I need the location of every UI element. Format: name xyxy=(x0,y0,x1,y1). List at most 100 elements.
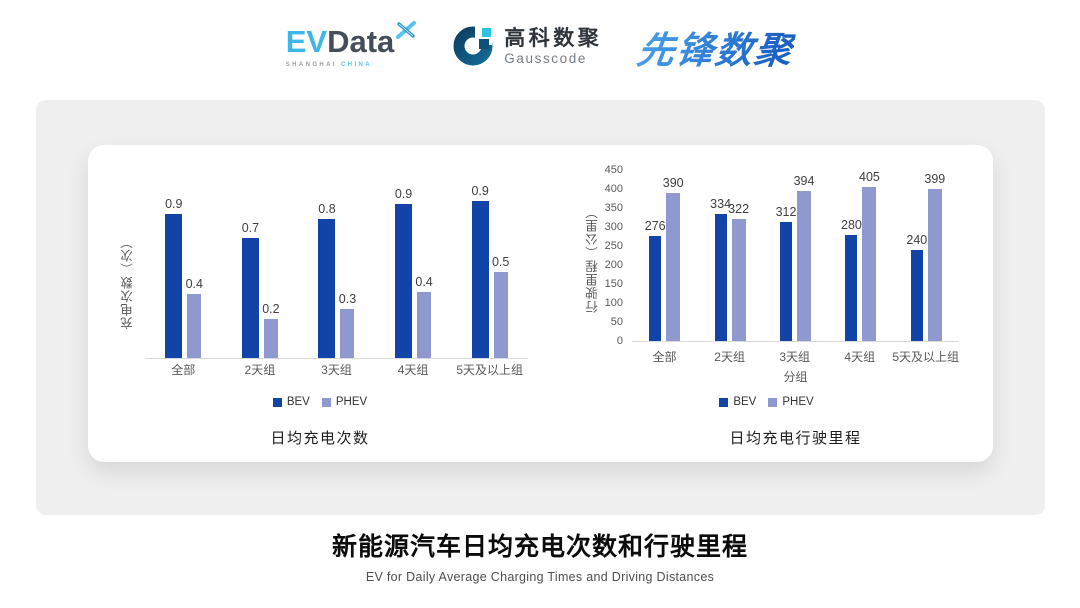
y-axis-tick: 350 xyxy=(604,201,623,214)
category-label: 3天组 xyxy=(321,363,352,377)
category-label: 4天组 xyxy=(397,363,429,377)
plot-area: 0.9 0.4 0.7 0.2 0.8 0.3 0.9 0.4 0.9 0.5 xyxy=(145,183,528,359)
bar-group: 0.9 0.4 xyxy=(375,187,452,358)
bar-fill xyxy=(845,235,858,341)
bar-bev: 240 xyxy=(906,233,927,341)
bar-value-label: 394 xyxy=(793,174,815,188)
bar-fill xyxy=(780,222,793,341)
category-label: 2天组 xyxy=(244,363,276,377)
bar-phev: 0.2 xyxy=(262,302,280,358)
legend-swatch-phev xyxy=(768,397,778,407)
gausscode-logo: 高科数聚 Gausscode xyxy=(453,24,602,71)
header-logos: EV Data SHANGHAI CHINA xyxy=(0,20,1080,74)
chart-title: 日均充电次数 xyxy=(270,430,370,447)
bar-group: 276 390 xyxy=(632,176,697,341)
bar-fill xyxy=(714,214,727,341)
evdata-subtitle: SHANGHAI CHINA xyxy=(286,62,418,68)
x-axis-title: 分组 xyxy=(783,370,808,384)
bar-bev: 0.9 xyxy=(395,187,413,358)
bar-phev: 0.4 xyxy=(186,277,203,358)
legend-label-phev: PHEV xyxy=(782,396,814,408)
bar-group: 334 322 xyxy=(697,197,762,341)
bar-value-label: 276 xyxy=(644,219,666,233)
evdata-shanghai-text: SHANGHAI xyxy=(285,62,337,68)
bar-group: 0.7 0.2 xyxy=(222,221,299,358)
bar-bev: 0.9 xyxy=(165,197,183,358)
category-label: 5天及以上组 xyxy=(892,350,959,364)
bar-value-label: 0.4 xyxy=(415,275,433,289)
evdata-china-text: CHINA xyxy=(341,62,372,68)
category-label: 4天组 xyxy=(844,350,876,364)
category-label: 全部 xyxy=(652,350,677,364)
y-axis-tick: 450 xyxy=(604,163,623,176)
bar-value-label: 0.9 xyxy=(471,184,489,198)
y-axis-tick: 100 xyxy=(604,296,623,309)
bar-fill xyxy=(862,187,877,341)
legend-swatch-phev xyxy=(321,397,331,407)
y-axis-tick-labels: 0 50 100 150 200 250 300 350 400 450 xyxy=(590,164,623,347)
evdata-logo: EV Data SHANGHAI CHINA xyxy=(285,21,418,68)
bar-value-label: 390 xyxy=(662,176,684,190)
page-footer: 新能源汽车日均充电次数和行驶里程 EV for Daily Average Ch… xyxy=(0,527,1080,584)
y-axis-tick: 150 xyxy=(604,277,623,290)
bar-value-label: 0.9 xyxy=(165,197,183,211)
bar-fill xyxy=(666,193,681,341)
bar-fill xyxy=(797,191,812,341)
bar-group: 0.8 0.3 xyxy=(298,202,375,358)
y-axis-tick: 50 xyxy=(610,315,623,328)
legend-item-bev: BEV xyxy=(719,396,756,408)
bar-value-label: 399 xyxy=(924,172,946,186)
bar-value-label: 0.4 xyxy=(185,277,203,291)
bar-fill xyxy=(395,204,413,358)
y-axis-tick: 300 xyxy=(604,220,623,233)
y-axis-title: 充电次数（次） xyxy=(121,235,135,330)
chart-daily-charging-times: 充电次数（次） 0.9 0.4 0.7 0.2 0.8 0.3 0.9 0.4 0.9 0.5 全… xyxy=(100,145,540,462)
bar-phev: 322 xyxy=(728,202,749,341)
legend-item-phev: PHEV xyxy=(321,396,367,408)
gausscode-english-name: Gausscode xyxy=(504,51,587,67)
legend-label-bev: BEV xyxy=(733,396,757,408)
bar-fill xyxy=(910,250,923,341)
bar-group: 0.9 0.4 xyxy=(145,197,222,358)
category-label: 5天及以上组 xyxy=(456,363,524,377)
bar-value-label: 0.9 xyxy=(394,187,413,201)
bar-fill xyxy=(263,319,278,358)
bar-bev: 0.9 xyxy=(471,184,489,358)
bar-value-label: 405 xyxy=(858,170,880,184)
legend-label-bev: BEV xyxy=(286,396,310,408)
bar-fill xyxy=(417,292,432,358)
legend: BEV PHEV xyxy=(540,396,993,408)
y-axis-tick: 200 xyxy=(604,258,623,271)
bar-phev: 399 xyxy=(924,172,945,341)
y-axis-tick: 400 xyxy=(604,182,623,195)
chart-daily-driving-distance: 行驶里程（公里） 0 50 100 150 200 250 300 350 400 450 276… xyxy=(540,145,993,462)
bar-fill xyxy=(318,219,336,358)
bar-bev: 334 xyxy=(710,197,731,341)
gausscode-chinese-name: 高科数聚 xyxy=(504,27,603,51)
legend-item-phev: PHEV xyxy=(768,396,814,408)
evdata-ev-text: EV xyxy=(285,24,328,59)
bar-fill xyxy=(187,294,202,358)
bar-fill xyxy=(927,189,942,341)
bar-phev: 0.3 xyxy=(339,292,356,358)
bar-value-label: 0.5 xyxy=(491,255,510,269)
bar-value-label: 0.2 xyxy=(262,302,280,316)
bar-fill xyxy=(340,309,355,358)
legend-swatch-bev xyxy=(719,397,729,407)
category-label: 2天组 xyxy=(714,350,745,364)
bar-group: 280 405 xyxy=(828,170,893,341)
bar-group: 240 399 xyxy=(894,172,959,341)
bar-fill xyxy=(165,214,183,358)
bar-phev: 0.4 xyxy=(415,275,433,358)
content-panel: 充电次数（次） 0.9 0.4 0.7 0.2 0.8 0.3 0.9 0.4 0.9 0.5 全… xyxy=(36,100,1045,515)
bar-value-label: 280 xyxy=(840,218,862,232)
category-label: 全部 xyxy=(171,363,196,377)
bar-bev: 280 xyxy=(841,218,862,341)
evdata-data-text: Data xyxy=(327,24,395,59)
bar-value-label: 240 xyxy=(906,233,928,247)
bar-value-label: 312 xyxy=(775,205,797,219)
bar-group: 0.9 0.5 xyxy=(451,184,528,358)
bar-phev: 405 xyxy=(859,170,880,341)
main-title: 新能源汽车日均充电次数和行驶里程 xyxy=(331,533,748,561)
x-axis-category-labels: 全部 2天组 3天组 4天组 5天及以上组 xyxy=(145,361,528,378)
